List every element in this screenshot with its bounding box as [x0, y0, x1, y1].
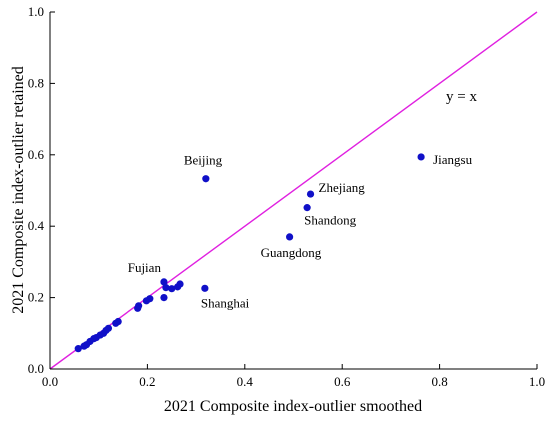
y-axis-ticks: 0.0 0.2 0.4 0.6 0.8 1.0 — [28, 4, 55, 376]
y-tick-label: 1.0 — [28, 4, 44, 19]
y-tick-label: 0.4 — [28, 218, 45, 233]
point-beijing — [202, 175, 210, 183]
x-tick-label: 0.6 — [334, 374, 351, 389]
data-point — [74, 345, 82, 353]
point-label-zhejiang: Zhejiang — [319, 180, 366, 195]
data-point — [112, 319, 120, 327]
point-label-fujian: Fujian — [128, 260, 162, 275]
reference-line-label: y = x — [446, 89, 477, 105]
data-point — [142, 297, 151, 305]
data-point — [160, 294, 168, 302]
y-axis-title: 2021 Composite index-outlier retained — [10, 66, 27, 314]
point-zhejiang — [306, 190, 315, 198]
y-tick-label: 0.8 — [28, 75, 44, 90]
data-point — [134, 304, 142, 312]
x-axis-ticks: 0.0 0.2 0.4 0.6 0.8 1.0 — [42, 364, 545, 389]
reference-line-layer — [49, 11, 538, 370]
y-tick-label: 0.6 — [28, 147, 45, 162]
x-tick-label: 0.2 — [139, 374, 155, 389]
reference-line — [49, 11, 538, 370]
y-tick-label: 0.2 — [28, 290, 44, 305]
point-jiangsu — [417, 153, 425, 161]
point-label-shanghai: Shanghai — [201, 295, 250, 310]
point-shandong — [303, 204, 311, 212]
x-tick-label: 0.0 — [42, 374, 58, 389]
point-label-beijing: Beijing — [184, 153, 223, 168]
point-label-jiangsu: Jiangsu — [433, 152, 473, 167]
point-labels-layer: Jiangsu Beijing Zhejiang Shandong Guangdong S… — [128, 152, 473, 310]
point-label-shandong: Shandong — [304, 213, 357, 228]
x-tick-label: 1.0 — [529, 374, 545, 389]
x-tick-label: 0.8 — [431, 374, 447, 389]
data-point — [168, 285, 176, 293]
axes-layer: 0.0 0.2 0.4 0.6 0.8 1.0 0.0 0.2 0.4 0.6 0.8 1.0 — [28, 4, 545, 389]
point-guangdong — [286, 233, 294, 241]
data-point — [173, 283, 182, 291]
y-tick-label: 0.0 — [28, 361, 44, 376]
points-layer — [74, 153, 425, 353]
point-shanghai — [201, 284, 209, 292]
data-point — [80, 342, 88, 350]
x-axis-title: 2021 Composite index-outlier smoothed — [164, 398, 422, 415]
point-label-guangdong: Guangdong — [261, 245, 322, 260]
x-tick-label: 0.4 — [237, 374, 254, 389]
point-fujian — [160, 278, 168, 286]
data-point — [162, 284, 170, 292]
